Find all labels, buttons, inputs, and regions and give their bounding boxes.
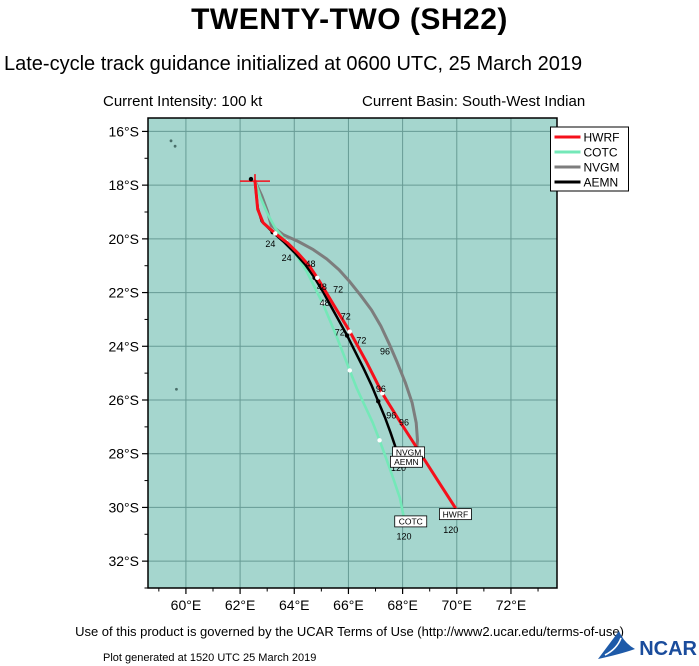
- y-axis-tick-label: 24°S: [108, 338, 139, 354]
- ncar-logo: NCAR: [595, 628, 697, 662]
- y-axis-tick-label: 30°S: [108, 499, 139, 515]
- model-label-box: [394, 515, 428, 528]
- track-marker-HWRF: [380, 391, 385, 396]
- footer-terms: Use of this product is governed by the U…: [75, 624, 624, 639]
- legend-label-AEMN: AEMN: [584, 176, 619, 190]
- start-position-dot: [248, 176, 254, 182]
- model-label: NVGM: [396, 448, 422, 458]
- forecast-hour-label: 72: [341, 311, 351, 321]
- island-mark: [169, 139, 173, 143]
- x-axis-tick-label: 70°E: [442, 597, 473, 613]
- legend-label-NVGM: NVGM: [584, 161, 620, 175]
- forecast-hour-label: 72: [333, 285, 343, 295]
- track-marker-HWRF: [347, 329, 352, 334]
- y-axis-tick-label: 20°S: [108, 231, 139, 247]
- track-marker-HWRF: [315, 275, 320, 280]
- x-axis-tick-label: 68°E: [387, 597, 418, 613]
- island-mark: [173, 144, 177, 148]
- forecast-hour-label: 120: [396, 532, 411, 542]
- forecast-hour-label: 48: [306, 259, 316, 269]
- footer-generated: Plot generated at 1520 UTC 25 March 2019: [102, 652, 317, 664]
- x-axis-tick-label: 66°E: [333, 597, 364, 613]
- y-axis-tick-label: 28°S: [108, 446, 139, 462]
- model-label: COTC: [399, 517, 423, 527]
- x-axis-tick-label: 60°E: [171, 597, 202, 613]
- forecast-hour-label: 96: [399, 418, 409, 428]
- model-label: HWRF: [443, 509, 469, 519]
- y-axis-tick-label: 26°S: [108, 392, 139, 408]
- y-axis-tick-label: 16°S: [108, 123, 139, 139]
- x-axis-tick-label: 64°E: [279, 597, 310, 613]
- forecast-hour-label: 120: [391, 463, 406, 473]
- forecast-hour-label: 72: [356, 336, 366, 346]
- forecast-hour-label: 24: [282, 253, 292, 263]
- track-COTC: [253, 179, 406, 520]
- current-intensity-label: Current Intensity: 100 kt: [103, 93, 263, 110]
- model-label-box: [439, 508, 472, 521]
- forecast-hour-label: 120: [443, 525, 458, 535]
- forecast-hour-label: 48: [320, 298, 330, 308]
- forecast-hour-label: 96: [380, 346, 390, 356]
- page-title: TWENTY-TWO (SH22): [191, 3, 508, 36]
- track-marker-AEMN: [344, 333, 350, 338]
- current-basin-label: Current Basin: South-West Indian: [362, 93, 586, 110]
- x-axis-tick-label: 72°E: [496, 597, 527, 613]
- track-HWRF: [253, 179, 459, 512]
- forecast-hour-label: 48: [317, 282, 327, 292]
- track-marker-COTC: [320, 301, 325, 306]
- plot-border: [147, 117, 558, 589]
- legend-label-COTC: COTC: [584, 146, 618, 160]
- track-marker-AEMN: [376, 399, 381, 404]
- y-axis-tick-label: 32°S: [108, 553, 139, 569]
- track-marker-COTC: [347, 368, 352, 373]
- forecast-hour-label: 96: [386, 410, 396, 420]
- model-label: AEMN: [394, 457, 419, 467]
- ncar-logo-mark: [598, 631, 636, 659]
- legend-label-HWRF: HWRF: [584, 131, 620, 145]
- forecast-hour-label: 24: [265, 239, 275, 249]
- ncar-logo-text: NCAR: [639, 638, 697, 660]
- plot-background: [148, 118, 557, 588]
- track-marker-COTC: [377, 438, 382, 443]
- page-subtitle: Late-cycle track guidance initialized at…: [4, 53, 583, 75]
- forecast-hour-label: 72: [335, 328, 345, 338]
- track-marker-HWRF: [273, 231, 278, 236]
- model-label-box: [390, 455, 423, 468]
- y-axis-tick-label: 18°S: [108, 177, 139, 193]
- forecast-hour-label: 96: [376, 384, 386, 394]
- y-axis-tick-label: 22°S: [108, 285, 139, 301]
- island-mark: [175, 387, 178, 391]
- x-axis-tick-label: 62°E: [225, 597, 256, 613]
